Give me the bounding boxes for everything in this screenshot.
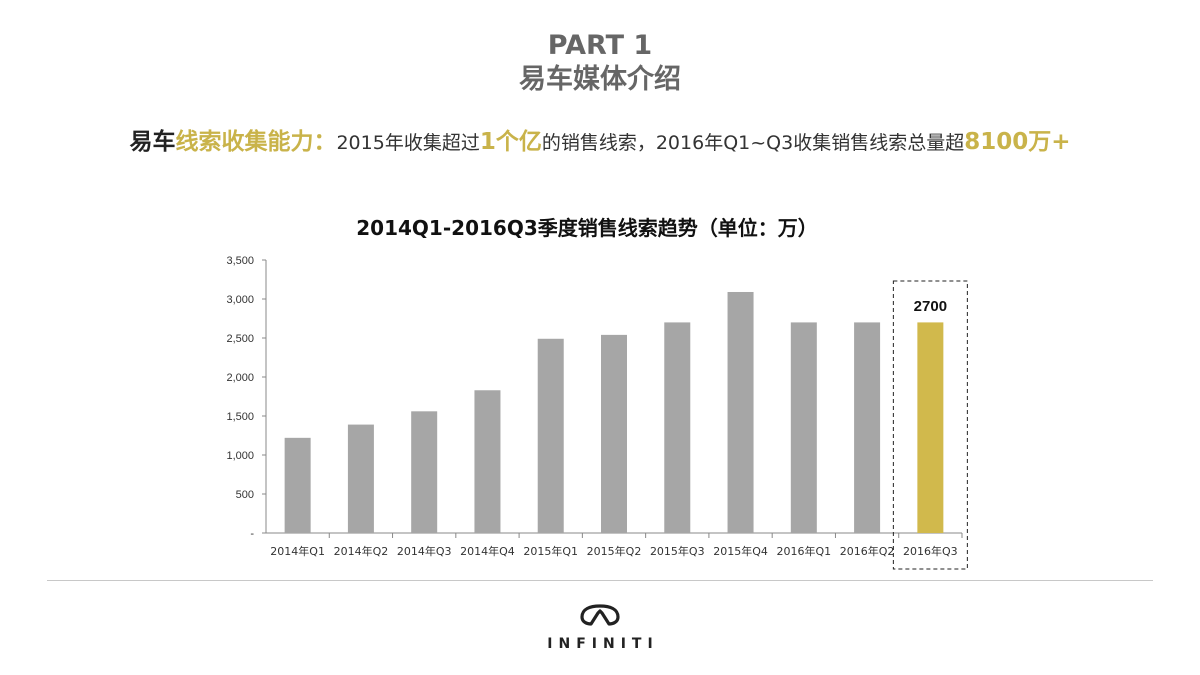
bar-highlight (917, 322, 944, 533)
page-subtitle: 易车媒体介绍 (519, 64, 681, 95)
chart-title: 2014Q1-2016Q3季度销售线索趋势（单位：万） (356, 216, 818, 240)
y-tick-label: 1,500 (226, 411, 254, 423)
headline-lead-gold: 线索收集能力： (175, 129, 337, 155)
x-tick-label: 2015年Q4 (713, 544, 768, 558)
headline-highlight-1: 1个亿 (479, 129, 542, 155)
bar (284, 437, 311, 533)
x-tick-label: 2014年Q3 (397, 544, 452, 558)
divider (47, 580, 1153, 581)
data-label-highlight: 2700 (914, 298, 947, 315)
brand-name: INFINITI (547, 636, 659, 652)
headline-lead-dark: 易车 (129, 129, 176, 155)
bar (727, 291, 754, 533)
x-tick-label: 2015年Q1 (523, 544, 578, 558)
part-title: PART 1 (547, 30, 653, 61)
headline-text-2: 的销售线索，2016年Q1~Q3收集销售线索总量超 (541, 132, 965, 154)
y-tick-label: 2,000 (226, 372, 254, 384)
bar (601, 334, 627, 533)
x-tick-label: 2014年Q1 (270, 544, 325, 558)
x-tick-label: 2016年Q2 (840, 544, 895, 558)
x-tick-label: 2016年Q1 (776, 544, 831, 558)
chart-title-wrap: 2014Q1-2016Q3季度销售线索趋势（单位：万） (0, 212, 1200, 241)
x-tick-label: 2015年Q3 (650, 544, 705, 558)
bar (537, 338, 564, 533)
y-tick-label: 1,000 (226, 450, 254, 462)
headline-text-1: 2015年收集超过 (336, 132, 480, 154)
headline: 易车线索收集能力：2015年收集超过1个亿的销售线索，2016年Q1~Q3收集销… (0, 128, 1200, 157)
headline-highlight-2: 8100万+ (964, 129, 1071, 155)
y-tick-label: 3,500 (226, 255, 254, 267)
bar (790, 322, 817, 533)
x-tick-label: 2014年Q2 (334, 544, 389, 558)
bar (411, 411, 438, 533)
bar (664, 322, 691, 533)
bar (854, 322, 881, 533)
infiniti-logo-icon (580, 604, 620, 626)
y-tick-label: - (250, 528, 254, 540)
y-tick-label: 500 (236, 489, 254, 501)
bar (474, 390, 501, 533)
bar (347, 424, 374, 533)
x-tick-label: 2016年Q3 (903, 544, 958, 558)
x-tick-label: 2014年Q4 (460, 544, 515, 558)
highlight-frame (892, 280, 968, 570)
x-tick-label: 2015年Q2 (587, 544, 642, 558)
y-tick-label: 3,000 (226, 294, 254, 306)
y-tick-label: 2,500 (226, 333, 254, 345)
